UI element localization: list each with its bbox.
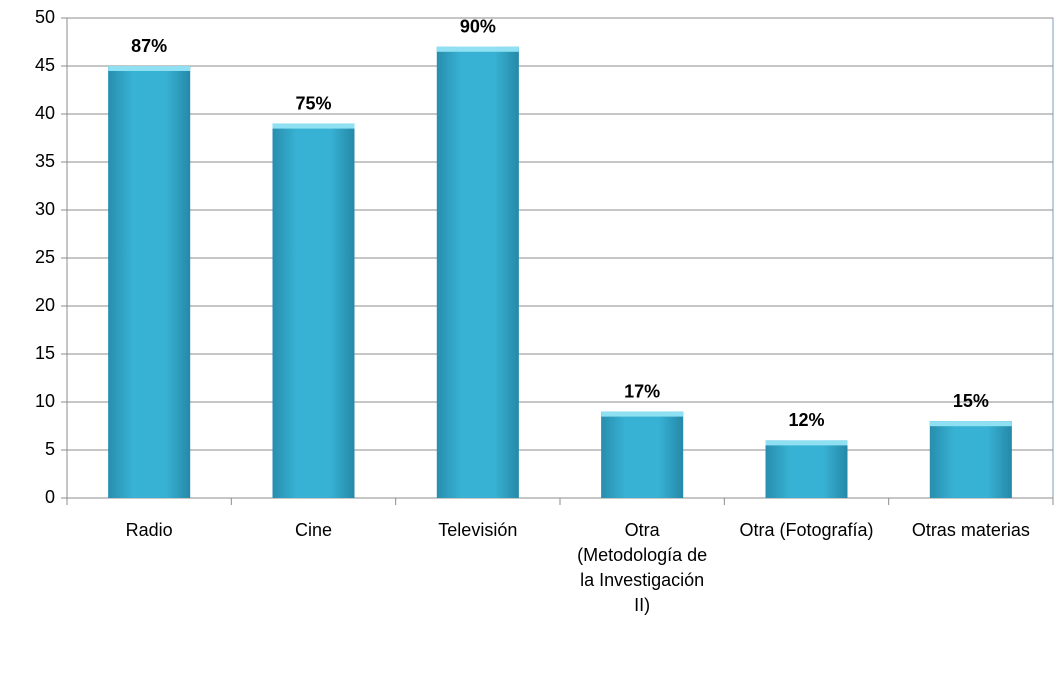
bar-cap — [765, 440, 848, 446]
y-tick-label: 35 — [35, 151, 55, 171]
bar-shade — [108, 66, 191, 498]
y-tick-label: 45 — [35, 55, 55, 75]
y-tick-label: 5 — [45, 439, 55, 459]
bar-shade — [272, 123, 355, 498]
x-tick-label: Otra (Metodología de la Investigación II… — [577, 520, 708, 615]
y-tick-label: 30 — [35, 199, 55, 219]
x-tick-label: Otra (Fotografía) — [739, 520, 874, 540]
x-tick-label: Televisión — [438, 520, 518, 540]
bar-shade — [436, 46, 519, 499]
x-tick-label: Radio — [125, 520, 173, 540]
bar-cap — [601, 411, 684, 417]
y-tick-label: 25 — [35, 247, 55, 267]
y-tick-label: 0 — [45, 487, 55, 507]
x-tick-label: Cine — [294, 520, 333, 540]
y-tick-label: 15 — [35, 343, 55, 363]
bar-shade — [765, 440, 848, 498]
bar-cap — [272, 123, 355, 129]
y-tick-label: 50 — [35, 7, 55, 27]
bar-annotation: 90% — [460, 17, 496, 37]
y-tick-label: 40 — [35, 103, 55, 123]
bar-cap — [929, 421, 1012, 427]
x-tick-label: Otras materias — [911, 520, 1030, 540]
bar-annotation: 87% — [131, 36, 167, 56]
y-tick-label: 20 — [35, 295, 55, 315]
bar-annotation: 75% — [295, 93, 331, 113]
bar-annotation: 17% — [624, 381, 660, 401]
bar-cap — [108, 66, 191, 71]
bar-annotation: 12% — [788, 410, 824, 430]
y-tick-label: 10 — [35, 391, 55, 411]
bar-shade — [601, 411, 684, 498]
bar-shade — [929, 421, 1012, 498]
bar-annotation: 15% — [953, 391, 989, 411]
bar-cap — [436, 46, 519, 52]
